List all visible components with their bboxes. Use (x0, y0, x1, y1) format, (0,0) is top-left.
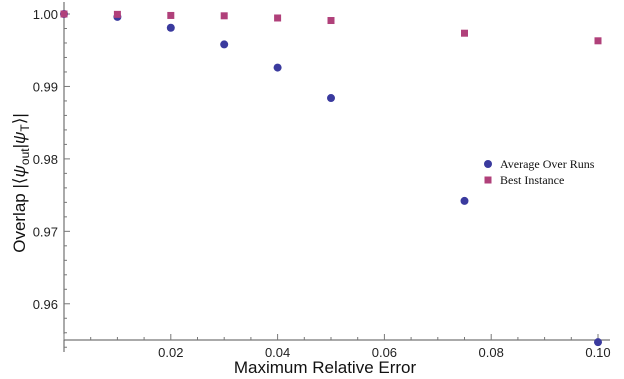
y-axis-title-mid: | (10, 144, 29, 148)
x-axis-title: Maximum Relative Error (234, 358, 417, 377)
point-best-instance (167, 11, 175, 19)
y-axis-title-sub-t: T (18, 124, 32, 132)
y-axis-title-psi-out: ψ (10, 165, 29, 177)
x-ticks: 0.02 0.04 0.06 0.08 0.10 (63, 334, 611, 360)
y-tick-label: 0.99 (33, 79, 58, 94)
x-tick-label: 0.10 (585, 345, 610, 360)
x-tick-label: 0.08 (479, 345, 504, 360)
x-tick-label: 0.02 (158, 345, 183, 360)
y-tick-label: 1.00 (33, 7, 58, 22)
data-points (60, 10, 602, 347)
point-best-instance (60, 10, 68, 18)
axes (63, 2, 610, 352)
point-best-instance (220, 12, 228, 20)
y-axis-title: Overlap |⟨ψout|ψT⟩| (10, 113, 32, 253)
point-best-instance (327, 17, 335, 25)
x-tick-label: 0.06 (372, 345, 397, 360)
point-average-over-runs (273, 63, 282, 72)
y-tick-label: 0.98 (33, 152, 58, 167)
point-average-over-runs (166, 23, 175, 32)
point-best-instance (461, 29, 468, 37)
y-ticks: 0.96 0.97 0.98 0.99 1.00 (33, 7, 70, 348)
point-best-instance (594, 37, 602, 45)
point-best-instance (274, 14, 282, 22)
point-average-over-runs (460, 196, 469, 205)
y-axis-title-psi-t: ψ (10, 132, 29, 144)
y-axis-title-sub-out: out (18, 148, 32, 165)
y-tick-label: 0.96 (33, 297, 58, 312)
y-axis-title-suffix: ⟩| (10, 113, 29, 124)
y-tick-label: 0.97 (33, 224, 58, 239)
y-axis-title-prefix: Overlap |⟨ (10, 177, 29, 252)
legend: Average Over Runs Best Instance (484, 157, 595, 187)
legend-marker-circle (484, 160, 492, 168)
point-best-instance (113, 10, 121, 18)
legend-label: Best Instance (500, 173, 564, 187)
x-tick-label: 0.04 (265, 345, 290, 360)
legend-marker-square (484, 176, 492, 184)
point-average-over-runs (327, 94, 335, 103)
legend-label: Average Over Runs (500, 157, 595, 171)
point-average-over-runs (220, 40, 229, 49)
point-average-over-runs (594, 338, 602, 347)
